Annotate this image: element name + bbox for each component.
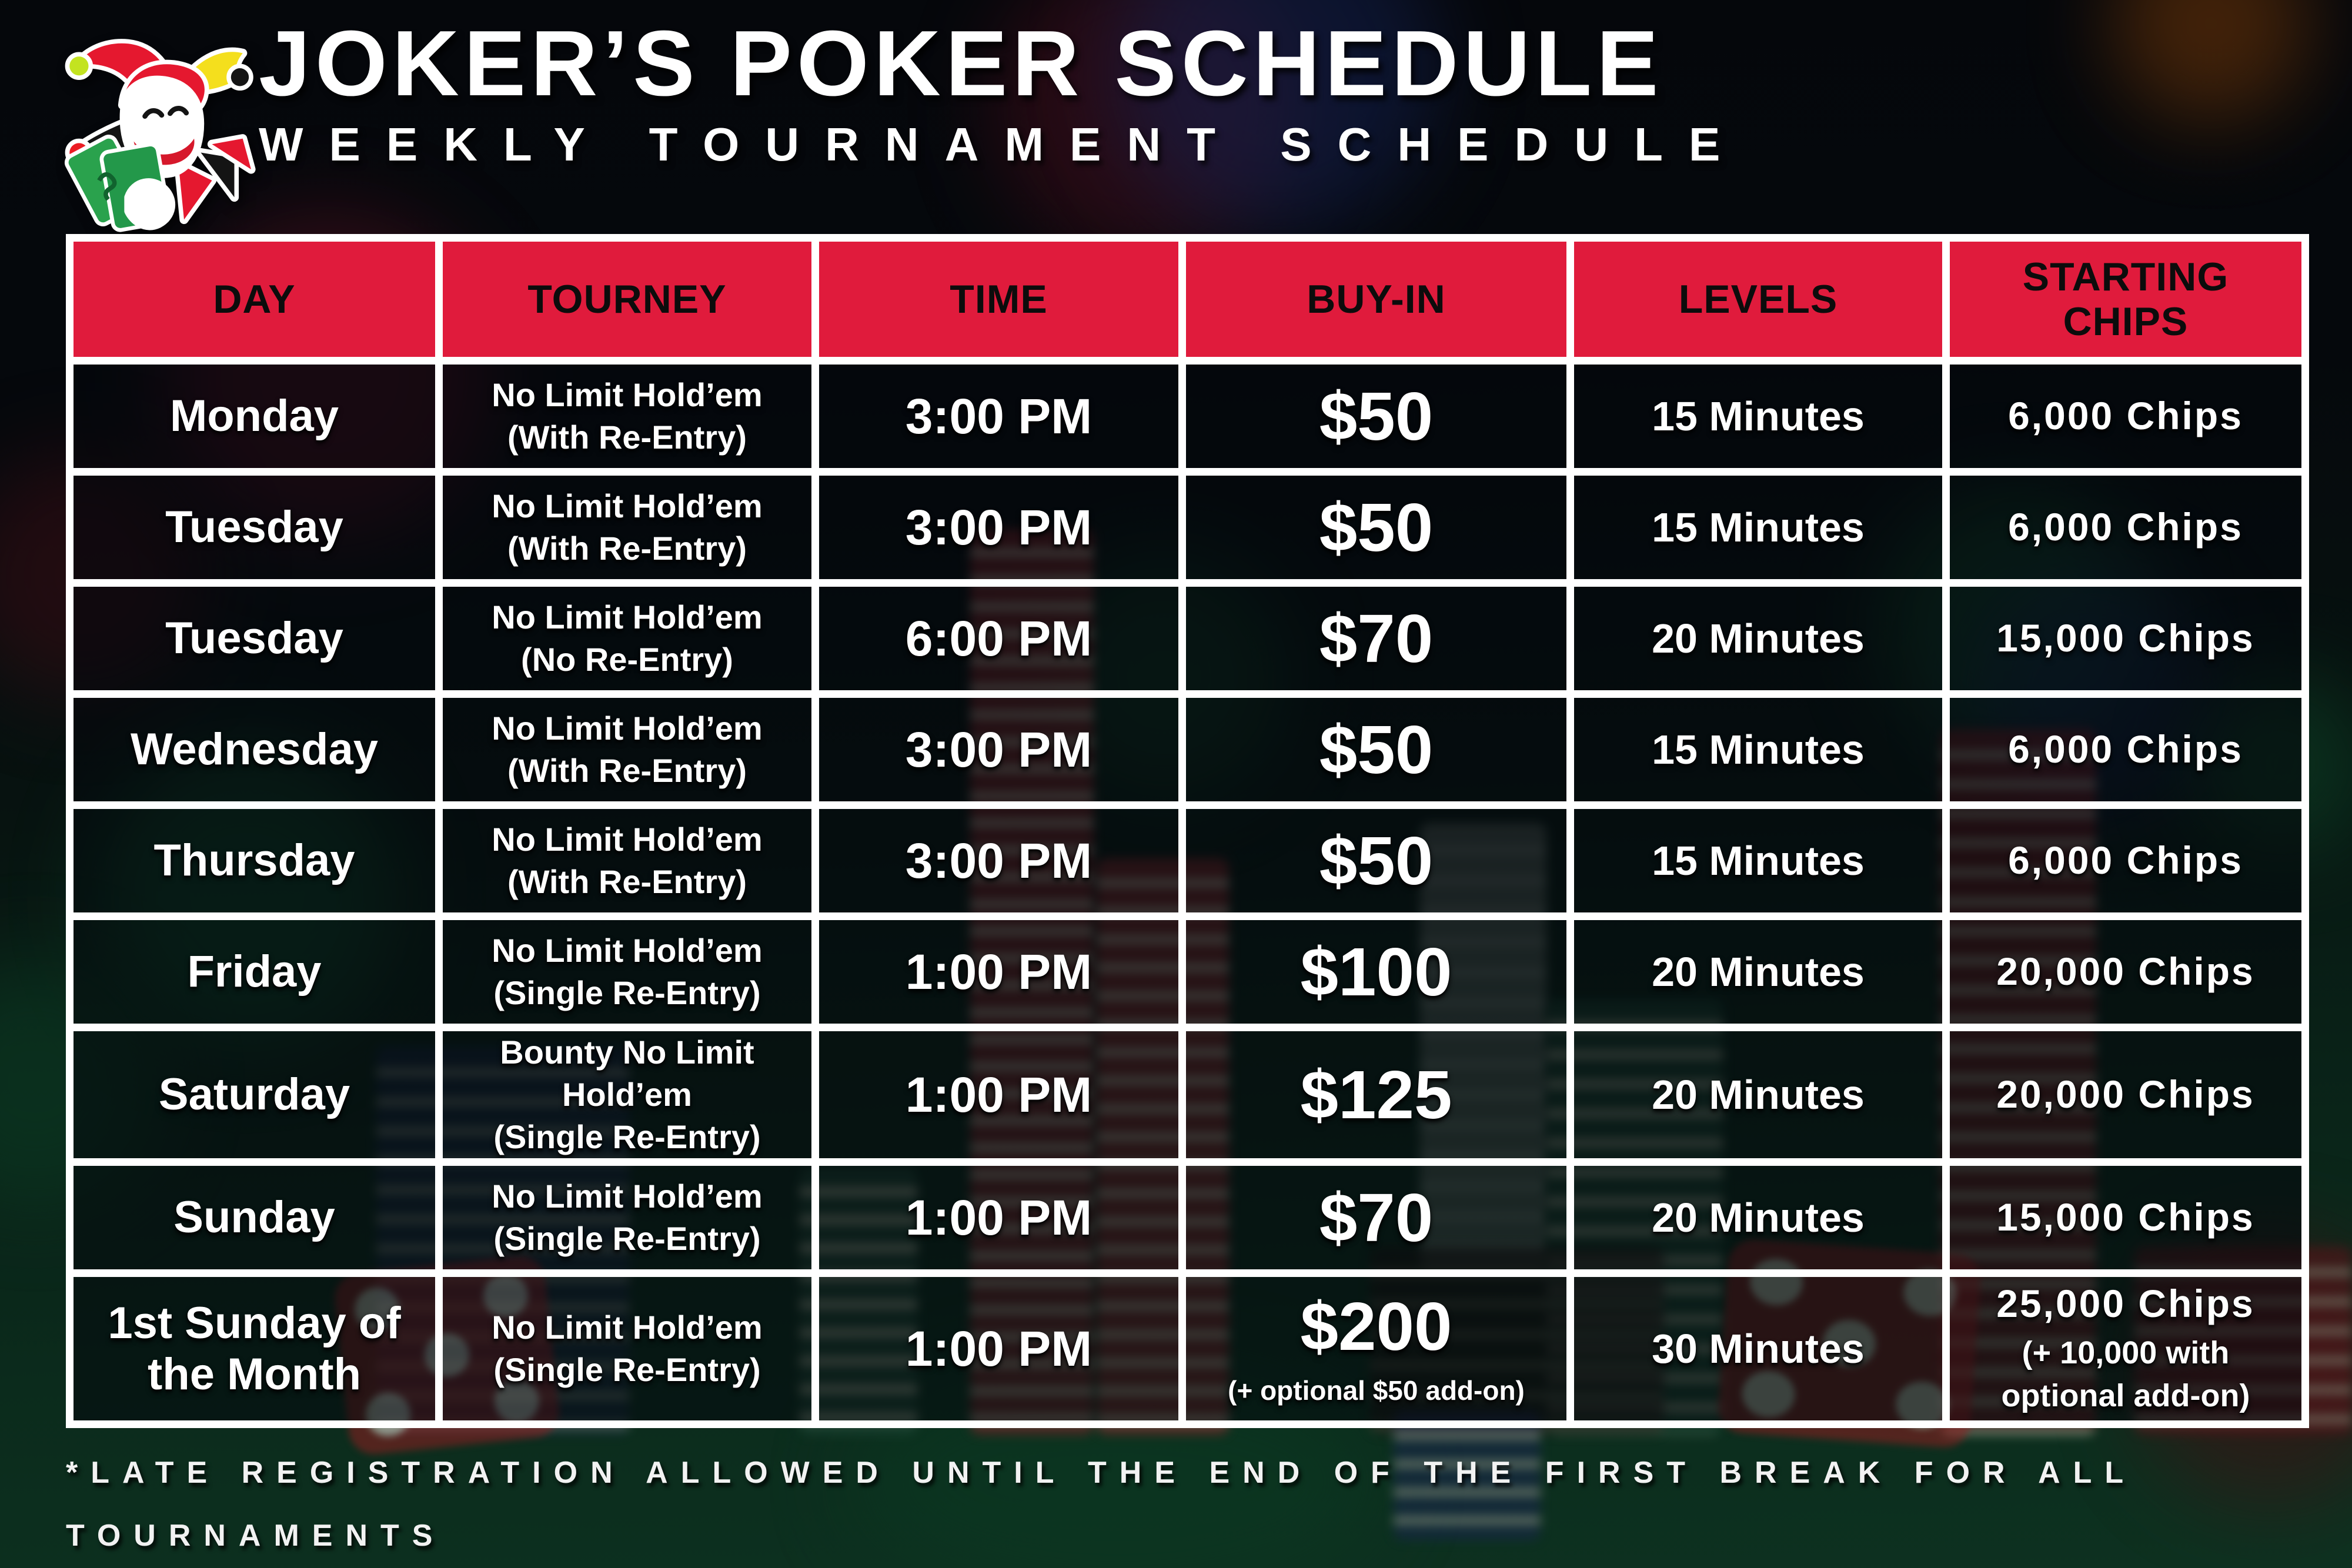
day-cell: Friday [74,920,435,1024]
collar-spike [173,159,217,225]
time-cell: 1:00 PM [819,1166,1178,1269]
joker-logo [64,39,256,232]
time-cell: 3:00 PM [819,809,1178,912]
buyin-cell: $50 [1186,698,1566,801]
day-cell: 1st Sunday of the Month [74,1277,435,1420]
levels-cell: 20 Minutes [1574,920,1942,1024]
eye-left [142,108,165,119]
collar-spike [196,148,239,202]
chips-cell: 6,000 Chips [1950,365,2301,468]
levels-cell: 15 Minutes [1574,809,1942,912]
chips-cell: 6,000 Chips [1950,809,2301,912]
black-ball [226,63,253,91]
chips-cell: 6,000 Chips [1950,698,2301,801]
day-cell: Monday [74,365,435,468]
tourney-cell: No Limit Hold’em (With Re-Entry) [443,809,811,912]
levels-cell: 30 Minutes [1574,1277,1942,1420]
buyin-cell: $50 [1186,809,1566,912]
column-header-starting-chips: STARTING CHIPS [1950,242,2301,357]
levels-cell: 15 Minutes [1574,365,1942,468]
tourney-cell: No Limit Hold’em (Single Re-Entry) [443,920,811,1024]
time-cell: 3:00 PM [819,476,1178,579]
collar-spike [207,134,256,174]
day-cell: Sunday [74,1166,435,1269]
chips-cell: 15,000 Chips [1950,1166,2301,1269]
chips-cell: 15,000 Chips [1950,587,2301,690]
buyin-cell: $70 [1186,587,1566,690]
late-registration-note: *LATE REGISTRATION ALLOWED UNTIL THE END… [66,1456,2136,1553]
time-cell: 1:00 PM [819,1277,1178,1420]
tourney-cell: No Limit Hold’em (Single Re-Entry) [443,1277,811,1420]
day-cell: Wednesday [74,698,435,801]
tourney-cell: No Limit Hold’em (No Re-Entry) [443,587,811,690]
levels-cell: 20 Minutes [1574,1031,1942,1158]
poker-chip-stack [1394,1411,1541,1540]
levels-cell: 20 Minutes [1574,587,1942,690]
column-header-time: TIME [819,242,1178,357]
tourney-cell: No Limit Hold’em (With Re-Entry) [443,698,811,801]
page-subtitle: WEEKLY TOURNAMENT SCHEDULE [259,118,1746,170]
buyin-cell: $125 [1186,1031,1566,1158]
buyin-cell: $50 [1186,476,1566,579]
chips-cell: 20,000 Chips [1950,1031,2301,1158]
buyin-cell: $70 [1186,1166,1566,1269]
levels-cell: 20 Minutes [1574,1166,1942,1269]
levels-cell: 15 Minutes [1574,476,1942,579]
column-header-day: DAY [74,242,435,357]
bokeh-light [2111,0,2311,123]
time-cell: 1:00 PM [819,920,1178,1024]
day-cell: Thursday [74,809,435,912]
buyin-cell: $50 [1186,365,1566,468]
tourney-cell: No Limit Hold’em (With Re-Entry) [443,365,811,468]
tourney-cell: No Limit Hold’em (With Re-Entry) [443,476,811,579]
column-header-levels: LEVELS [1574,242,1942,357]
chips-cell: 20,000 Chips [1950,920,2301,1024]
tourney-cell: Bounty No Limit Hold’em (Single Re-Entry) [443,1031,811,1158]
day-cell: Tuesday [74,476,435,579]
white-glove [124,178,176,230]
column-header-buyin: BUY-IN [1186,242,1566,357]
page-title: JOKER’S POKER SCHEDULE [259,12,1663,115]
column-header-tourney: TOURNEY [443,242,811,357]
levels-cell: 15 Minutes [1574,698,1942,801]
buyin-cell: $100 [1186,920,1566,1024]
buyin-cell: $200 (+ optional $50 add-on) [1186,1277,1566,1420]
time-cell: 3:00 PM [819,365,1178,468]
dollar-sign [97,172,117,201]
eye-right [167,106,189,116]
time-cell: 1:00 PM [819,1031,1178,1158]
tourney-cell: No Limit Hold’em (Single Re-Entry) [443,1166,811,1269]
schedule-table: DAY TOURNEY TIME BUY-IN LEVELS STARTING … [74,242,2301,1420]
day-cell: Saturday [74,1031,435,1158]
chips-cell: 6,000 Chips [1950,476,2301,579]
chips-cell: 25,000 Chips (+ 10,000 with optional add-… [1950,1277,2301,1420]
day-cell: Tuesday [74,587,435,690]
lime-ball [65,52,93,80]
time-cell: 3:00 PM [819,698,1178,801]
time-cell: 6:00 PM [819,587,1178,690]
